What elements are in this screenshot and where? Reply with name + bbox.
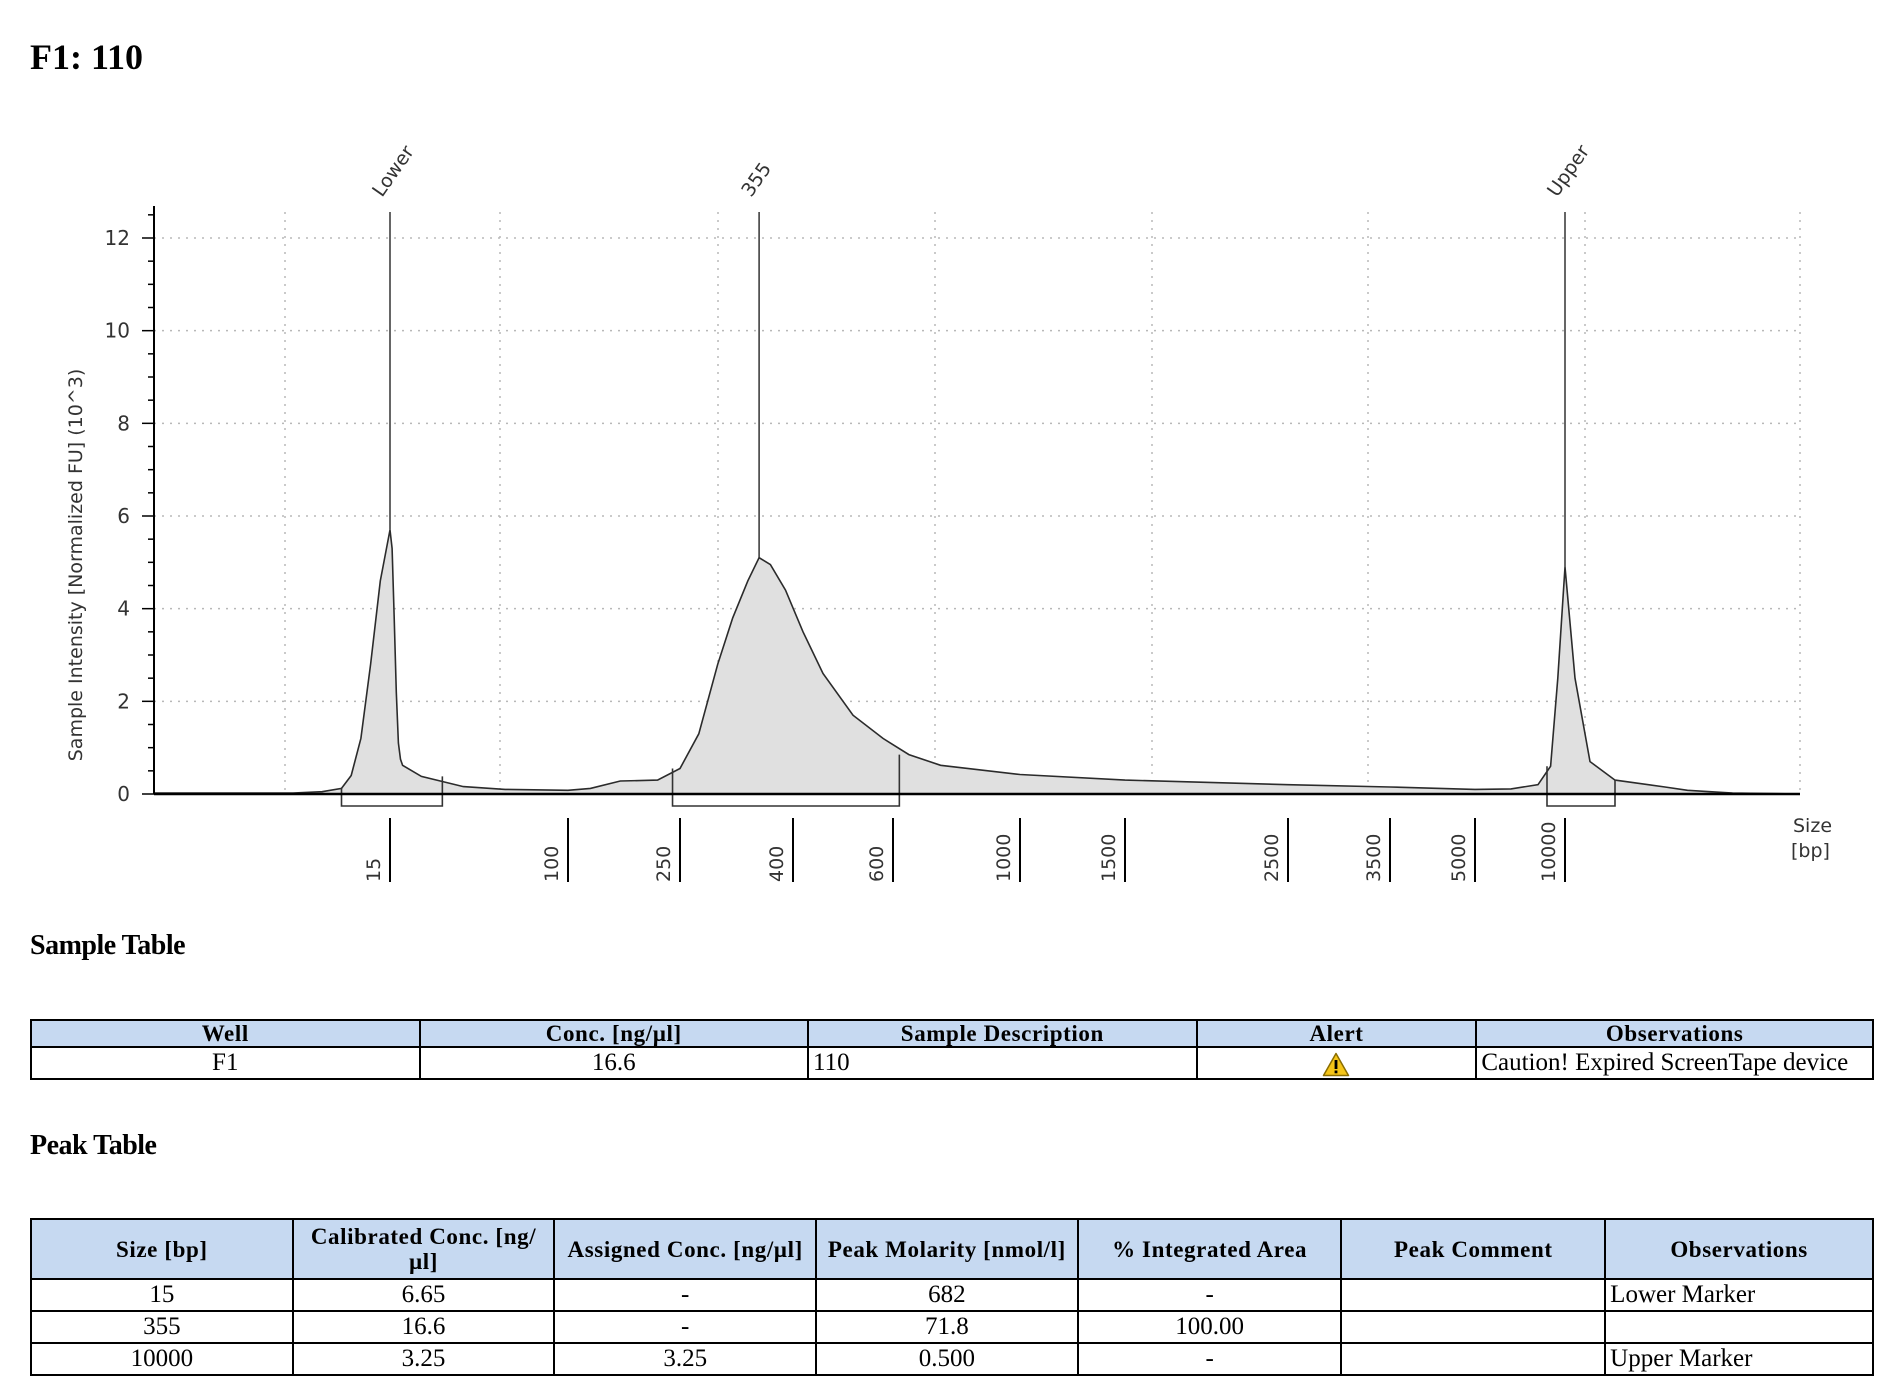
cell-assigned-conc: - — [553, 1310, 818, 1344]
header-well: Well — [30, 1019, 421, 1048]
y-tick-label: 8 — [117, 411, 130, 435]
table-row: 10000 3.25 3.25 0.500 - Upper Marker — [30, 1342, 1874, 1376]
sample-table-title: Sample Table — [30, 930, 186, 961]
header-assigned-conc: Assigned Conc. [ng/µl] — [553, 1218, 818, 1280]
axes: 0 2 4 6 8 10 12 15 100 250 400 600 1000 1500 2500 3500 5… — [105, 206, 1800, 882]
table-row: 355 16.6 - 71.8 100.00 — [30, 1310, 1874, 1344]
electropherogram-chart: 0 2 4 6 8 10 12 15 100 250 400 600 1000 1500 2500 3500 5… — [65, 141, 1832, 882]
peak-label: Upper — [1543, 141, 1594, 201]
header-observations: Observations — [1475, 1019, 1874, 1048]
y-tick-label: 12 — [105, 226, 130, 250]
cell-calibrated-conc: 16.6 — [291, 1310, 556, 1344]
cell-integrated-area: - — [1076, 1278, 1343, 1312]
cell-well: F1 — [30, 1046, 421, 1080]
page-title: F1: 110 — [30, 37, 143, 77]
y-tick-label: 4 — [117, 597, 130, 621]
cell-integrated-area: - — [1076, 1342, 1343, 1376]
cell-integrated-area: 100.00 — [1076, 1310, 1343, 1344]
x-tick-label: 5000 — [1448, 834, 1470, 882]
x-axis-title-unit: [bp] — [1791, 840, 1830, 862]
x-tick-label: 1500 — [1098, 834, 1120, 882]
peak-table-header-row: Size [bp] Calibrated Conc. [ng/µl] Assig… — [30, 1218, 1874, 1280]
x-tick-label: 10000 — [1538, 822, 1560, 882]
cell-observations — [1604, 1310, 1874, 1344]
y-tick-label: 6 — [117, 504, 130, 528]
cell-description: 110 — [807, 1046, 1198, 1080]
x-axis-title-size: Size — [1793, 815, 1832, 837]
sample-table-header-row: Well Conc. [ng/µl] Sample Description Al… — [30, 1019, 1874, 1048]
x-tick-label: 250 — [653, 846, 675, 882]
trace-line — [153, 529, 1801, 795]
table-row: F1 16.6 110 Caution! Expired ScreenTape … — [30, 1046, 1874, 1080]
cell-peak-molarity: 0.500 — [815, 1342, 1079, 1376]
axis-labels: Sample Intensity [Normalized FU] (10^3) … — [65, 369, 1832, 862]
x-tick-label: 3500 — [1363, 834, 1385, 882]
peak-label: 355 — [737, 159, 776, 201]
header-peak-comment: Peak Comment — [1340, 1218, 1607, 1280]
peak-table: Size [bp] Calibrated Conc. [ng/µl] Assig… — [30, 1218, 1874, 1376]
cell-peak-comment — [1340, 1278, 1607, 1312]
x-tick-label: 15 — [363, 858, 385, 882]
header-observations: Observations — [1604, 1218, 1874, 1280]
y-tick-label: 0 — [117, 782, 130, 806]
trace-area — [153, 529, 1801, 807]
x-tick-label: 400 — [766, 846, 788, 882]
cell-calibrated-conc: 3.25 — [291, 1342, 556, 1376]
trace-fill — [154, 529, 1800, 794]
header-peak-molarity: Peak Molarity [nmol/l] — [815, 1218, 1079, 1280]
cell-observations: Lower Marker — [1604, 1278, 1874, 1312]
cell-assigned-conc: 3.25 — [553, 1342, 818, 1376]
y-tick-label: 2 — [117, 689, 130, 713]
table-row: 15 6.65 - 682 - Lower Marker — [30, 1278, 1874, 1312]
header-sample-description: Sample Description — [807, 1019, 1198, 1048]
header-conc: Conc. [ng/µl] — [418, 1019, 810, 1048]
header-calibrated-conc: Calibrated Conc. [ng/µl] — [291, 1218, 556, 1280]
peak-table-title: Peak Table — [30, 1130, 157, 1161]
cell-size: 15 — [30, 1278, 294, 1312]
sample-table: Well Conc. [ng/µl] Sample Description Al… — [30, 1019, 1874, 1080]
cell-observations: Caution! Expired ScreenTape device — [1475, 1046, 1874, 1080]
cell-peak-molarity: 71.8 — [815, 1310, 1079, 1344]
cell-conc: 16.6 — [418, 1046, 810, 1080]
cell-size: 355 — [30, 1310, 294, 1344]
x-tick-label: 1000 — [993, 834, 1015, 882]
warning-icon — [1323, 1052, 1350, 1077]
cell-peak-comment — [1340, 1310, 1607, 1344]
cell-peak-comment — [1340, 1342, 1607, 1376]
cell-observations: Upper Marker — [1604, 1342, 1874, 1376]
y-tick-label: 10 — [105, 319, 130, 343]
header-integrated-area: % Integrated Area — [1076, 1218, 1343, 1280]
x-tick-label: 600 — [866, 846, 888, 882]
cell-size: 10000 — [30, 1342, 294, 1376]
x-tick-label: 2500 — [1261, 834, 1283, 882]
peak-region-bracket — [340, 776, 444, 807]
cell-peak-molarity: 682 — [815, 1278, 1079, 1312]
cell-alert — [1195, 1046, 1478, 1080]
header-alert: Alert — [1195, 1019, 1478, 1048]
cell-calibrated-conc: 6.65 — [291, 1278, 556, 1312]
cell-assigned-conc: - — [553, 1278, 818, 1312]
y-axis-title: Sample Intensity [Normalized FU] (10^3) — [65, 369, 87, 762]
header-size: Size [bp] — [30, 1218, 294, 1280]
peak-label: Lower — [368, 141, 419, 200]
x-tick-label: 100 — [541, 846, 563, 882]
grid-lines — [154, 212, 1801, 794]
peak-region-bracket — [671, 754, 901, 807]
peak-markers: Lower 355 Upper — [368, 141, 1594, 567]
